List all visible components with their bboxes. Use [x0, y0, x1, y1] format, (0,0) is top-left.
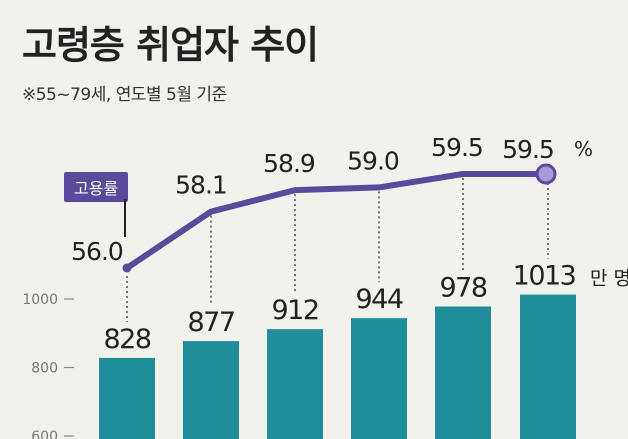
- bar-value-label: 828: [103, 324, 150, 355]
- bar: [351, 318, 407, 439]
- y-tick-label: 600: [31, 429, 58, 439]
- line-value-label: 59.5: [431, 133, 483, 162]
- page-subtitle: ※55~79세, 연도별 5월 기준: [22, 85, 227, 105]
- y-tick-label: 800: [31, 361, 58, 377]
- line-unit-label: %: [574, 137, 593, 161]
- line-value-label: 59.0: [347, 146, 399, 175]
- bar-unit-label: 만 명: [590, 268, 628, 290]
- bar-value-label: 912: [271, 295, 318, 326]
- y-tick-label: 1000: [22, 292, 58, 308]
- bar-value-label: 978: [439, 273, 486, 304]
- legend-stem: [124, 199, 126, 237]
- line-value-label: 58.9: [263, 149, 315, 178]
- line-value-label: 56.0: [71, 237, 123, 266]
- bar: [267, 329, 323, 439]
- line-point: [122, 263, 132, 273]
- legend-employment-rate: 고용률: [64, 172, 129, 202]
- bar-value-label: 877: [187, 307, 234, 338]
- bar: [435, 306, 491, 439]
- employment-rate-line: [124, 171, 551, 271]
- bar: [183, 341, 239, 439]
- line-value-label: 58.1: [175, 171, 227, 200]
- line-value-label: 59.5: [502, 135, 554, 164]
- bar-value-label: 1013: [513, 261, 576, 292]
- bar: [520, 294, 576, 439]
- line-end-marker: [535, 163, 557, 185]
- page-title: 고령층 취업자 추이: [22, 23, 319, 67]
- bar: [99, 357, 155, 439]
- bar-value-label: 944: [355, 284, 402, 315]
